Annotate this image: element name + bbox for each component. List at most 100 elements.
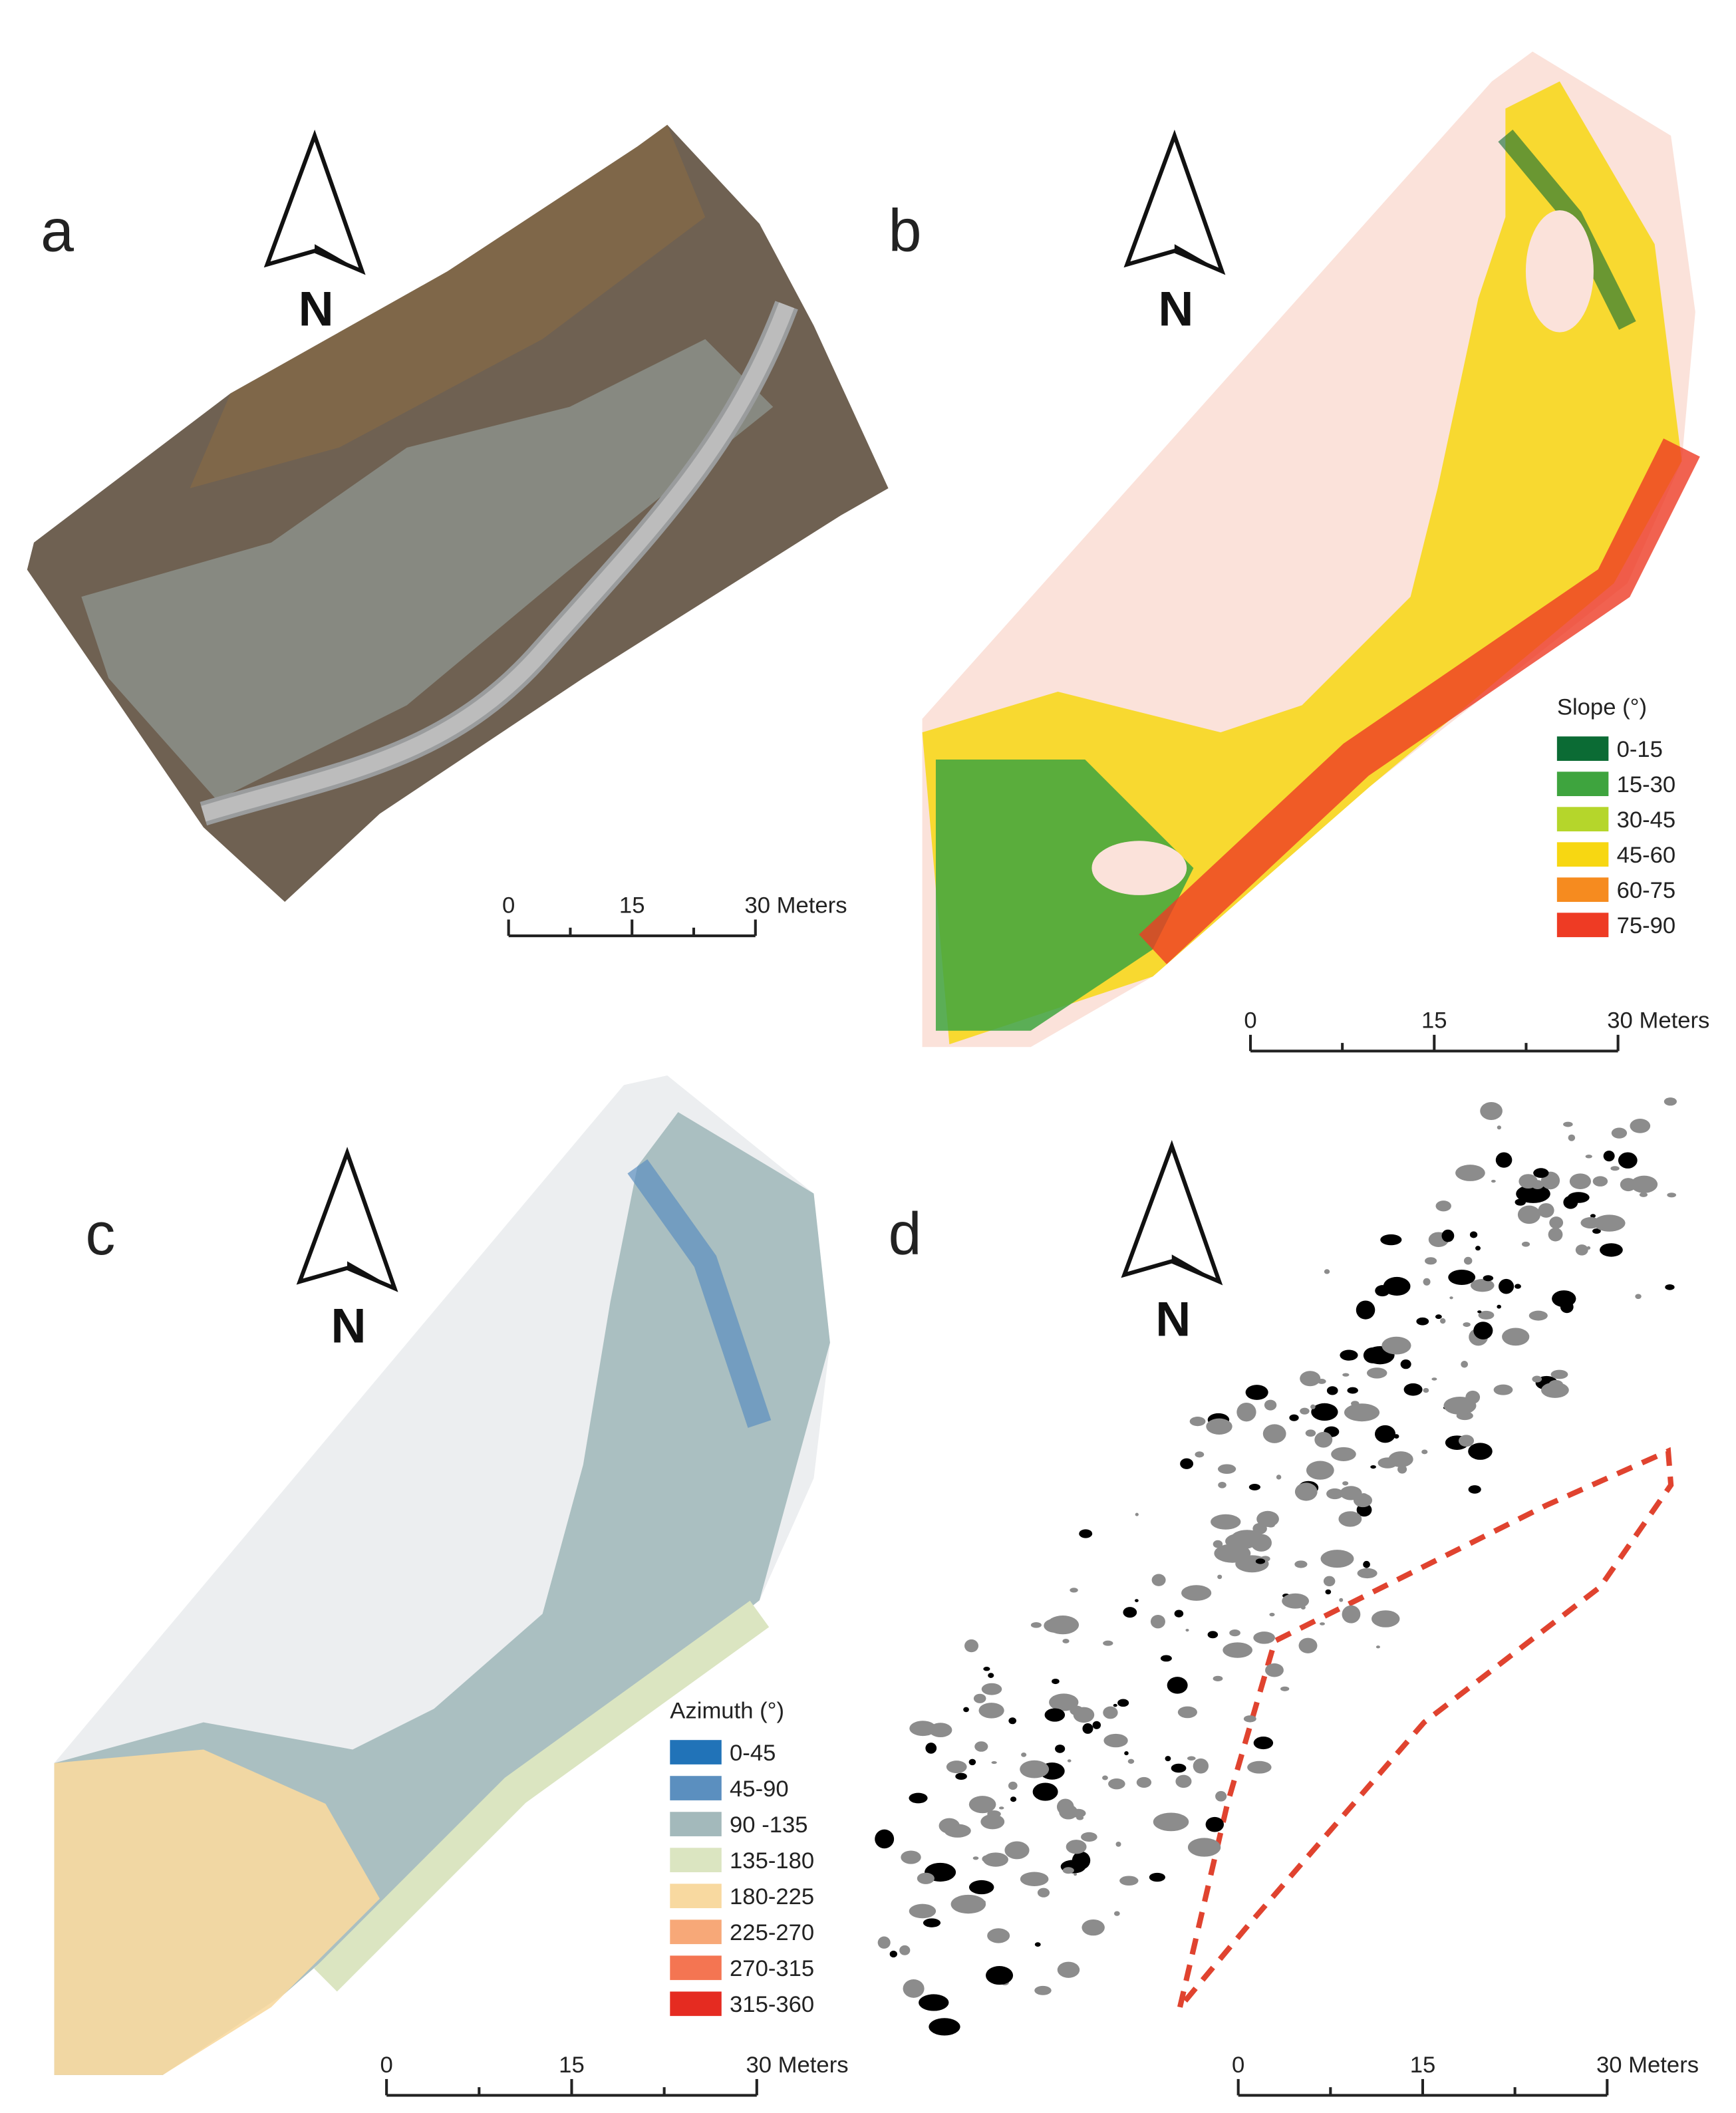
boulder (1215, 1790, 1227, 1802)
boulder (1363, 1560, 1370, 1568)
boulder (1448, 1270, 1476, 1286)
boulder (1243, 1715, 1256, 1723)
boulder (1310, 1404, 1316, 1409)
boulder (1008, 1781, 1018, 1790)
boulder (1317, 1379, 1326, 1384)
boulder (1073, 1707, 1095, 1723)
boulder (1483, 1275, 1494, 1282)
boulder (1347, 1387, 1358, 1394)
boulder (968, 1759, 976, 1766)
boulder (1127, 1759, 1135, 1764)
boulder (1455, 1165, 1485, 1181)
boulder (1590, 1214, 1596, 1218)
zone-outline (1177, 1447, 1674, 2009)
boulder (1531, 1180, 1544, 1190)
boulder (980, 1814, 1005, 1830)
north-label: N (1155, 1292, 1191, 1347)
boulder (1217, 1574, 1223, 1580)
boulder (1517, 1205, 1541, 1224)
north-arrow-shade (315, 244, 362, 271)
boulder (1135, 1512, 1139, 1516)
boulder (1253, 1631, 1275, 1644)
boulder (1185, 1628, 1189, 1632)
boulder (1339, 1598, 1344, 1602)
boulder (1124, 1751, 1129, 1756)
legend-label: 90 -135 (730, 1812, 808, 1838)
legend-swatch (1556, 913, 1609, 938)
boulder (1062, 1639, 1070, 1643)
boulder (1175, 1774, 1192, 1788)
boulder (955, 1772, 967, 1780)
scale-label: 30 Meters (1607, 1008, 1709, 1034)
boulder (1298, 1637, 1318, 1653)
boulder (1600, 1243, 1623, 1257)
boulder (1205, 1816, 1224, 1832)
boulder (1153, 1812, 1189, 1832)
boulder (1119, 1876, 1139, 1886)
boulder (1375, 1645, 1380, 1649)
boulder (1314, 1431, 1333, 1448)
boulder (983, 1667, 990, 1671)
boulder (1256, 1510, 1279, 1527)
boulder (1323, 1576, 1336, 1587)
boulder (875, 1829, 895, 1849)
boulder (1331, 1447, 1356, 1461)
boulder (1478, 1310, 1495, 1320)
boulder (1449, 1296, 1453, 1300)
boulder (1306, 1461, 1334, 1480)
boulder (1326, 1386, 1338, 1395)
boulder (1593, 1214, 1626, 1232)
boulder (909, 1903, 937, 1919)
boulder (1441, 1229, 1455, 1242)
boulder (1056, 1798, 1074, 1815)
boulder (1245, 1385, 1268, 1400)
boulder (946, 1761, 967, 1774)
boulder (1665, 1284, 1675, 1290)
boulder (988, 1673, 994, 1678)
boulder (917, 1872, 935, 1884)
boulder (1020, 1760, 1050, 1778)
legend-label: 180-225 (730, 1884, 814, 1909)
boulder (1475, 1246, 1481, 1251)
north-arrow-shade (347, 1261, 395, 1289)
legend-swatch (670, 1812, 722, 1836)
boulder (1193, 1758, 1209, 1774)
boulder (1115, 1841, 1121, 1847)
boulder (1541, 1382, 1569, 1398)
boulder (1195, 1451, 1205, 1458)
boulder (1630, 1175, 1658, 1193)
boulder (1081, 1832, 1097, 1842)
boulder (991, 1761, 997, 1764)
boulder (1439, 1318, 1446, 1324)
boulder (1620, 1178, 1637, 1192)
boulder (1135, 1599, 1139, 1602)
boulder (1635, 1294, 1642, 1300)
boulder (903, 1979, 925, 1998)
boulder (1174, 1610, 1184, 1618)
boulder (877, 1936, 891, 1949)
boulder (1092, 1721, 1101, 1729)
boulder (1123, 1607, 1137, 1618)
boulder (1149, 1872, 1165, 1882)
boulder (923, 1879, 929, 1884)
boulder (1070, 1588, 1078, 1593)
boulder (1032, 1782, 1058, 1801)
panel-label: b (889, 198, 922, 264)
boulder (1046, 1615, 1080, 1635)
boulder (1480, 1101, 1503, 1120)
scale-label: 0 (1244, 1008, 1256, 1034)
boulder (1381, 1336, 1411, 1355)
legend-swatch (670, 1884, 722, 1909)
boulder (1280, 1686, 1290, 1691)
boulder (982, 1855, 991, 1863)
legend-label: 135-180 (730, 1848, 814, 1874)
boulder (1229, 1629, 1240, 1637)
scale-label: 0 (1232, 2052, 1244, 2078)
legend-swatch (670, 1955, 722, 1981)
boulder (1030, 1622, 1042, 1628)
boulder (1187, 1756, 1196, 1761)
boulder (1491, 1179, 1496, 1183)
boulder (1370, 1465, 1376, 1469)
